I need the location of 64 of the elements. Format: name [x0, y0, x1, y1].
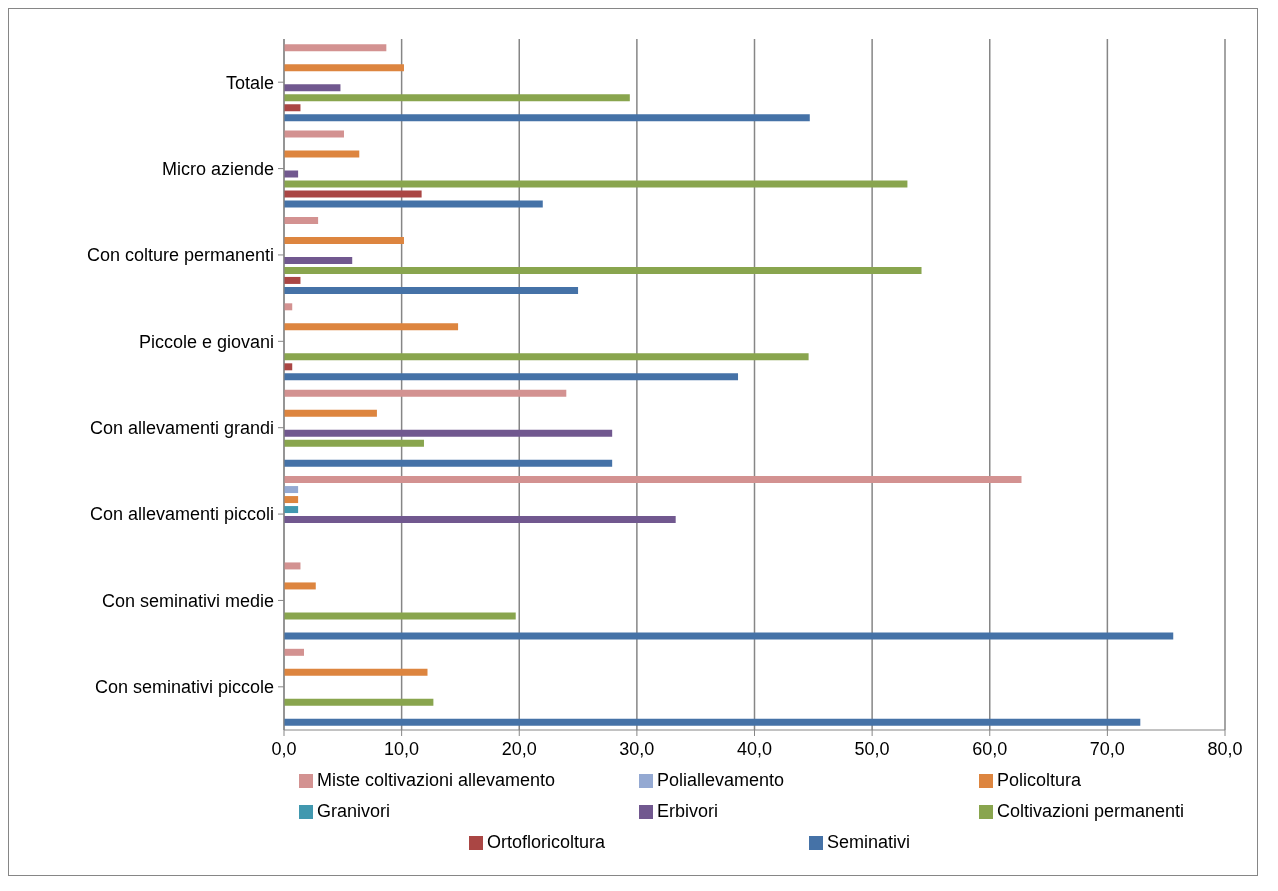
- x-tick-label: 0,0: [271, 738, 297, 759]
- bar: [284, 44, 387, 52]
- x-tick-label: 20,0: [501, 738, 537, 759]
- legend-label: Coltivazioni permanenti: [997, 801, 1185, 821]
- legend-label: Granivori: [317, 801, 391, 821]
- legend-label: Miste coltivazioni allevamento: [317, 770, 556, 790]
- bar: [284, 648, 304, 656]
- bar: [284, 180, 908, 188]
- x-tick-label: 80,0: [1207, 738, 1243, 759]
- bar: [284, 409, 377, 417]
- bar: [284, 130, 344, 138]
- bar: [284, 236, 404, 244]
- bar: [284, 506, 299, 514]
- bar: [284, 286, 579, 294]
- bar: [284, 276, 301, 284]
- legend-label: Ortofloricoltura: [487, 832, 606, 852]
- bar: [284, 562, 301, 570]
- y-tick-label: Piccole e giovani: [138, 331, 274, 352]
- y-tick-label: Micro aziende: [161, 158, 274, 179]
- bar: [284, 582, 316, 590]
- x-tick-label: 60,0: [972, 738, 1008, 759]
- x-tick-label: 10,0: [384, 738, 420, 759]
- bar: [284, 429, 613, 437]
- bar: [284, 439, 424, 447]
- bar: [284, 216, 319, 224]
- bar: [284, 373, 739, 381]
- y-tick-label: Con seminativi piccole: [94, 677, 274, 698]
- bar: [284, 104, 301, 112]
- x-tick-label: 70,0: [1089, 738, 1125, 759]
- bar: [284, 718, 1141, 726]
- bar: [284, 459, 613, 467]
- y-tick-label: Totale: [225, 72, 274, 93]
- bar: [284, 170, 299, 178]
- bar: [284, 94, 630, 102]
- bar: [284, 323, 459, 331]
- bar: [284, 353, 809, 361]
- bar: [284, 632, 1174, 640]
- y-tick-label: Con seminativi medie: [101, 590, 274, 611]
- bar: [284, 200, 543, 208]
- legend-label: Erbivori: [657, 801, 719, 821]
- bar: [284, 668, 428, 676]
- x-tick-label: 30,0: [619, 738, 655, 759]
- bar: [284, 150, 360, 158]
- x-tick-label: 50,0: [854, 738, 890, 759]
- bar: [284, 496, 299, 504]
- bar: [284, 476, 1022, 484]
- legend-label: Seminativi: [827, 832, 911, 852]
- bar: [284, 266, 922, 274]
- bar: [284, 64, 404, 72]
- bar: [284, 114, 810, 122]
- bar: [284, 698, 434, 706]
- bar: [284, 190, 422, 198]
- bar: [284, 516, 676, 524]
- bar: [284, 612, 516, 620]
- bar: [284, 389, 567, 397]
- legend-label: Policoltura: [997, 770, 1082, 790]
- legend-label: Poliallevamento: [657, 770, 785, 790]
- y-tick-label: Con allevamenti piccoli: [89, 504, 274, 525]
- bar: [284, 486, 299, 494]
- bar: [284, 256, 353, 264]
- y-tick-label: Con allevamenti grandi: [89, 418, 274, 439]
- bar: [284, 84, 341, 92]
- x-tick-label: 40,0: [736, 738, 773, 759]
- y-tick-label: Con colture permanenti: [86, 245, 274, 266]
